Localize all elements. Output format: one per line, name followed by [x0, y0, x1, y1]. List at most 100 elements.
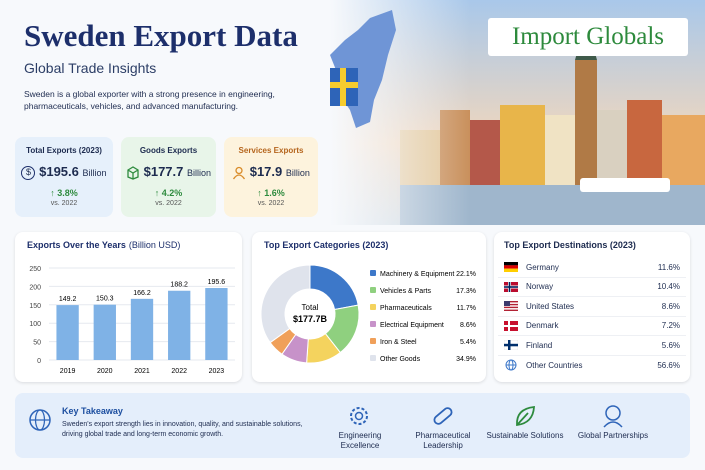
- share: 56.6%: [657, 360, 680, 370]
- row: Norway 10.4%: [498, 278, 686, 297]
- kpi-change: ↑ 3.8%: [50, 187, 78, 198]
- pill-icon: [433, 407, 453, 425]
- y-tick-label: 0: [37, 358, 41, 365]
- pillar: Engineering Excellence: [338, 431, 382, 450]
- value-label: 11.7%: [457, 305, 476, 312]
- title-text: Exports Over the Years: [27, 240, 126, 250]
- data-label: 166.2: [133, 290, 151, 297]
- pillar: Sustainable Solutions: [486, 431, 564, 440]
- destinations-title: Top Export Destinations (2023): [504, 240, 636, 250]
- row: United States 8.6%: [498, 297, 686, 317]
- x-tick-label: 2020: [97, 368, 113, 375]
- title-unit: (Billion USD): [129, 240, 181, 250]
- kpi-change: ↑ 4.2%: [154, 187, 183, 198]
- destinations: Top Export Destinations (2023) Germany 11…: [494, 232, 690, 382]
- kpi-value: $195.6: [39, 164, 79, 179]
- legend-swatch: [370, 321, 376, 327]
- takeaway-title: Key Takeaway: [62, 406, 123, 416]
- country: Other Countries: [526, 360, 583, 370]
- legend-label: Other Goods: [380, 356, 421, 363]
- legend-swatch: [370, 338, 376, 344]
- kpi-period: vs. 2022: [50, 199, 78, 207]
- share: 5.6%: [661, 340, 680, 350]
- donut-hole: [285, 289, 335, 339]
- legend-label: Iron & Steel: [380, 339, 417, 346]
- kpi-value: $17.9: [249, 164, 283, 179]
- data-label: 150.3: [96, 296, 114, 303]
- legend-swatch: [370, 287, 376, 293]
- country: Germany: [526, 262, 559, 272]
- kpi-card: Services Exports $17.9 Billion ↑ 1.6% vs…: [224, 137, 318, 217]
- data-label: 195.6: [208, 279, 226, 286]
- kpi-title: Goods Exports: [139, 146, 198, 155]
- leaf-icon: [516, 405, 535, 427]
- pillar: Pharmaceutical Leadership: [415, 431, 471, 450]
- bar: [205, 288, 228, 360]
- legend-label: Machinery & Equipment: [380, 271, 454, 278]
- row: Finland 5.6%: [498, 336, 686, 356]
- share: 10.4%: [657, 282, 680, 292]
- donut-slice: [260, 264, 311, 344]
- y-tick-label: 200: [29, 284, 41, 291]
- takeaway: [15, 393, 690, 458]
- legend-swatch: [370, 270, 376, 276]
- kpi-title: Total Exports (2023): [26, 146, 102, 155]
- globe-icon: [29, 409, 51, 431]
- kpi-card: Goods Exports $177.7 Billion ↑ 4.2% vs. …: [121, 137, 216, 217]
- bar: [93, 304, 116, 360]
- kpi-unit: Billion: [187, 168, 212, 178]
- y-tick-label: 150: [29, 303, 41, 310]
- x-tick-label: 2019: [60, 368, 76, 375]
- data-label: 188.2: [170, 282, 188, 289]
- kpi-card: Total Exports (2023) $ $195.6 Billion ↑ …: [15, 137, 113, 217]
- kpi-title: Services Exports: [238, 146, 304, 155]
- bar: [168, 290, 191, 360]
- row: Denmark 7.2%: [498, 317, 686, 336]
- bar: [56, 305, 79, 360]
- data-label: 149.2: [59, 296, 77, 303]
- kpi-value: $177.7: [143, 164, 184, 179]
- legend-label: Pharmaceuticals: [380, 305, 432, 312]
- description: Sweden is a global exporter with a stron…: [24, 89, 275, 111]
- donut-chart: Top Export Categories (2023) Machinery & …: [252, 232, 486, 382]
- y-tick-label: 50: [33, 340, 41, 347]
- partners-icon: [603, 405, 623, 428]
- value-label: 8.6%: [460, 322, 476, 329]
- pillar: Global Partnerships: [577, 431, 649, 440]
- share: 7.2%: [661, 321, 680, 331]
- kpi-unit: Billion: [82, 168, 107, 178]
- y-tick-label: 100: [29, 321, 41, 328]
- subtitle: Global Trade Insights: [24, 60, 157, 76]
- value-label: 22.1%: [456, 271, 476, 278]
- kpi-period: vs. 2022: [155, 199, 182, 207]
- x-tick-label: 2022: [171, 368, 187, 375]
- country: Finland: [526, 340, 553, 350]
- y-tick-label: 250: [29, 266, 41, 273]
- kpi-change: ↑ 1.6%: [257, 187, 285, 198]
- chart-title: Top Export Categories (2023): [264, 240, 388, 250]
- x-tick-label: 2021: [134, 368, 150, 375]
- share: 11.6%: [657, 262, 680, 272]
- legend-label: Vehicles & Parts: [380, 288, 431, 295]
- logo: Import Globals: [488, 18, 688, 56]
- value-label: 5.4%: [460, 339, 476, 346]
- x-tick-label: 2023: [209, 368, 225, 375]
- row: Germany 11.6%: [498, 258, 686, 278]
- share: 8.6%: [661, 301, 680, 311]
- value-label: 17.3%: [456, 288, 476, 295]
- center-value: $177.7B: [293, 314, 328, 324]
- bar: [130, 298, 154, 360]
- legend-swatch: [370, 304, 376, 310]
- value-label: 34.9%: [456, 356, 476, 363]
- title: Sweden Export Data: [24, 18, 298, 53]
- row: Other Countries 56.6%: [498, 356, 686, 376]
- chart-title: Exports Over the Years (Billion USD): [27, 240, 180, 250]
- country: Denmark: [526, 321, 559, 331]
- legend-label: Electrical Equipment: [380, 322, 444, 329]
- kpi-period: vs. 2022: [257, 199, 285, 207]
- country: Norway: [526, 282, 554, 292]
- country: United States: [526, 301, 575, 311]
- kpi-unit: Billion: [285, 168, 310, 178]
- center-label: Total: [302, 303, 319, 312]
